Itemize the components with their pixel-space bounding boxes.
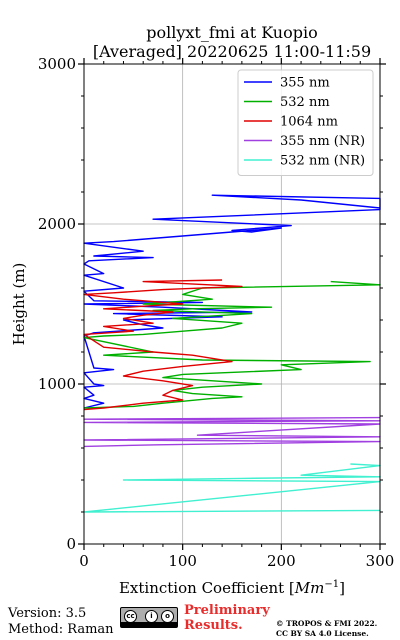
x-tick-label: 200 — [267, 552, 296, 570]
series-line — [83, 280, 381, 409]
cc-icon: cc — [124, 610, 137, 623]
x-axis-unit-base: Mm — [294, 579, 325, 597]
preliminary-notice: Preliminary Results. — [184, 603, 270, 633]
x-axis-label-text: Extinction Coefficient [ — [119, 579, 295, 597]
series-layer — [83, 194, 381, 513]
x-axis-unit-exp: −1 — [324, 579, 339, 590]
y-tick-label: 1000 — [38, 375, 76, 393]
method-text: Method: Raman — [8, 622, 114, 637]
footer-info: Version: 3.5 Method: Raman — [8, 606, 114, 638]
series-line — [83, 416, 381, 448]
version-text: Version: 3.5 — [8, 606, 87, 621]
chart-title: pollyxt_fmi at Kuopio — [146, 23, 317, 42]
copyright-line2: CC BY SA 4.0 License. — [276, 629, 369, 638]
x-axis-label: Extinction Coefficient [Mm−1] — [119, 579, 345, 597]
chart-subtitle: [Averaged] 20220625 11:00-11:59 — [93, 42, 371, 61]
preliminary-line1: Preliminary — [184, 603, 270, 618]
x-tick-label: 100 — [168, 552, 197, 570]
preliminary-line2: Results. — [184, 618, 243, 633]
legend-label: 355 nm — [280, 76, 330, 91]
y-axis-label: Height (m) — [10, 263, 28, 346]
x-tick-label: 300 — [366, 552, 395, 570]
plot-frame — [83, 63, 381, 545]
series-line — [83, 279, 243, 411]
y-tick-label: 2000 — [38, 215, 76, 233]
y-tick-label: 0 — [66, 535, 76, 553]
cc-license-badge: cc i o — [120, 607, 178, 628]
x-axis-label-close: ] — [339, 579, 345, 597]
legend-label: 532 nm (NR) — [280, 154, 365, 169]
legend: 355 nm 532 nm 1064 nm 355 nm (NR) 532 nm (NR… — [237, 69, 374, 176]
copyright-line1: © TROPOS & FMI 2022. — [276, 619, 378, 628]
legend-label: 532 nm — [280, 95, 330, 110]
legend-label: 355 nm (NR) — [280, 134, 365, 149]
legend-box — [237, 69, 374, 176]
y-tick-label: 3000 — [38, 55, 76, 73]
copyright-notice: © TROPOS & FMI 2022. CC BY SA 4.0 Licens… — [276, 619, 377, 639]
legend-label: 1064 nm — [280, 115, 338, 130]
x-tick-label: 0 — [79, 552, 89, 570]
cc-badge-strip — [121, 622, 177, 627]
series-line — [83, 463, 381, 513]
